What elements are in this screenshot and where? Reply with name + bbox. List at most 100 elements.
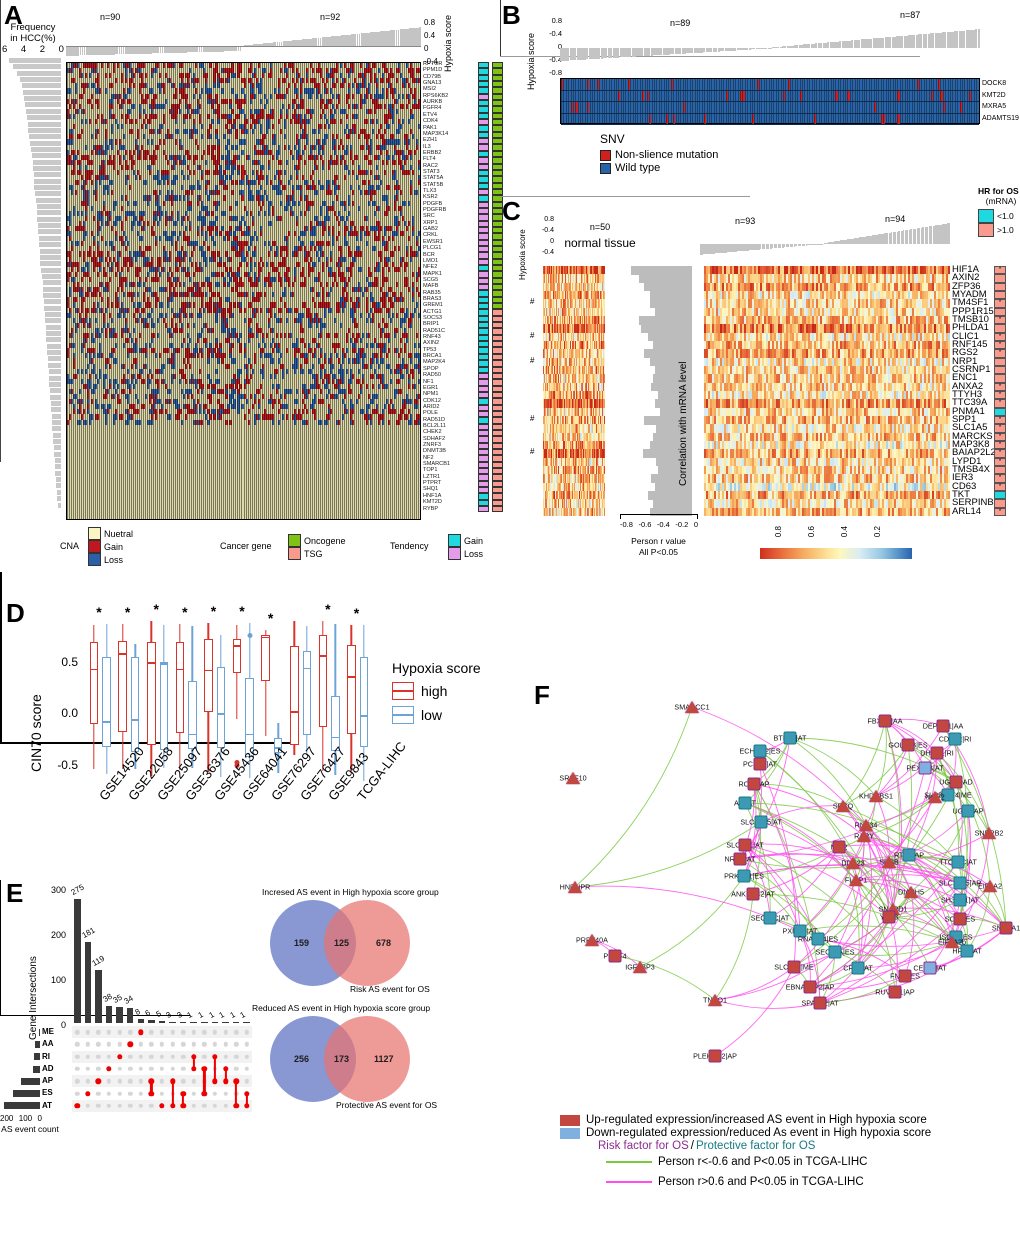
hypoxia-tick: 0 — [424, 44, 428, 53]
frequency-bar — [17, 71, 61, 76]
frequency-bar — [51, 407, 61, 412]
cancer-gene-legend-row: TSG — [288, 547, 346, 560]
panel-a-n-high: n=92 — [320, 12, 340, 22]
frequency-bar — [13, 64, 61, 69]
frequency-bar — [28, 122, 62, 127]
gene-label: KMT2D — [423, 500, 442, 505]
frequency-bar — [51, 401, 61, 406]
frequency-bar — [46, 325, 62, 330]
gene-label: PAK1 — [423, 126, 437, 131]
gene-label: MSI2 — [423, 87, 436, 92]
cna-legend-label: Nuetral — [104, 529, 133, 539]
frequency-bar — [46, 337, 61, 342]
frequency-bar — [43, 293, 61, 298]
frequency-bar — [40, 261, 61, 266]
legend-tendency-items: Gain Loss — [448, 534, 483, 560]
tendency-strip — [478, 62, 489, 512]
gene-label: PPM1D — [423, 68, 442, 73]
frequency-bar — [37, 210, 61, 215]
panel-b-hypoxia-waterfall — [560, 20, 980, 76]
frequency-bar — [45, 318, 61, 323]
frequency-bar — [48, 356, 61, 361]
frequency-bar — [30, 141, 61, 146]
frequency-bar — [33, 160, 61, 165]
legend-cancer-gene-items: Oncogene TSG — [288, 534, 346, 560]
frequency-bar — [44, 306, 61, 311]
frequency-bar — [37, 204, 62, 209]
frequency-bar — [47, 350, 61, 355]
frequency-bar — [54, 452, 61, 457]
cna-legend-swatch — [88, 527, 101, 540]
frequency-bar — [32, 153, 61, 158]
gene-label: SRC — [423, 214, 435, 219]
legend-cancer-gene-title: Cancer gene — [220, 541, 272, 551]
frequency-bar — [41, 268, 61, 273]
gene-label: RAD50 — [423, 373, 441, 378]
cancer-gene-legend-row: Oncogene — [288, 534, 346, 547]
panel-a-legend: CNA Nuetral Gain Loss Cancer gene Oncogene… — [60, 527, 500, 571]
gene-label: PLCG1 — [423, 246, 441, 251]
gene-label: MAPK1 — [423, 272, 442, 277]
frequency-bar — [26, 109, 61, 114]
gene-label: MAFB — [423, 284, 439, 289]
gene-label: SHQ1 — [423, 487, 438, 492]
frequency-axis-line — [0, 0, 1, 462]
frequency-bar — [34, 185, 61, 190]
gene-label: STAT5A — [423, 176, 443, 181]
frequency-bar — [57, 496, 61, 501]
frequency-tick: 6 — [2, 44, 7, 55]
frequency-bar — [52, 426, 61, 431]
cancer-gene-legend-swatch — [288, 547, 301, 560]
frequency-bar — [40, 249, 62, 254]
gene-label: MAP2K4 — [423, 360, 445, 365]
frequency-bars — [6, 58, 61, 518]
frequency-bar — [29, 134, 61, 139]
gene-label: NFE2 — [423, 265, 437, 270]
frequency-bar — [35, 191, 61, 196]
gene-label: CHEK2 — [423, 430, 442, 435]
frequency-bar — [38, 223, 61, 228]
frequency-bar — [56, 483, 61, 488]
frequency-bar — [40, 255, 61, 260]
frequency-bar — [36, 198, 61, 203]
frequency-bar — [55, 471, 61, 476]
gene-label: IL3 — [423, 145, 431, 150]
frequency-tick: 0 — [59, 44, 64, 55]
cna-legend-row: Nuetral — [88, 527, 133, 540]
frequency-bar — [39, 236, 61, 241]
frequency-bar — [31, 147, 61, 152]
panel-b-letter: B — [502, 2, 521, 28]
frequency-tick: 4 — [21, 44, 26, 55]
frequency-axis-label-line1: Frequency — [11, 22, 56, 33]
panel-a-n-low: n=90 — [100, 12, 120, 22]
hypoxia-tick: 0.8 — [424, 18, 435, 27]
snv-row — [561, 102, 979, 114]
frequency-bar — [38, 229, 61, 234]
frequency-bar — [23, 90, 61, 95]
tendency-cell — [478, 506, 489, 512]
gene-label: NPM1 — [423, 392, 439, 397]
cancer-gene-legend-label: TSG — [304, 549, 323, 559]
frequency-bar — [48, 363, 61, 368]
gene-label: CRKL — [423, 233, 438, 238]
gene-label: BRIP1 — [423, 322, 439, 327]
gene-label: BCR — [423, 253, 435, 258]
frequency-bar — [43, 280, 62, 285]
frequency-bar — [44, 299, 61, 304]
tendency-legend-label: Loss — [464, 549, 483, 559]
frequency-bar — [33, 166, 61, 171]
hypoxia-bar — [419, 27, 421, 46]
frequency-bar — [37, 217, 61, 222]
frequency-bar — [34, 179, 61, 184]
frequency-bar — [22, 83, 62, 88]
hypoxia-tick: 0.4 — [424, 31, 435, 40]
panel-a-hypoxia-waterfall — [66, 24, 421, 62]
frequency-bar — [45, 312, 61, 317]
tendency-legend-label: Gain — [464, 536, 483, 546]
frequency-bar — [27, 115, 61, 120]
gene-label: FLT4 — [423, 157, 436, 162]
panel-b-hypoxia-axis-label: Hypoxia score — [526, 10, 536, 90]
frequency-bar — [52, 414, 62, 419]
